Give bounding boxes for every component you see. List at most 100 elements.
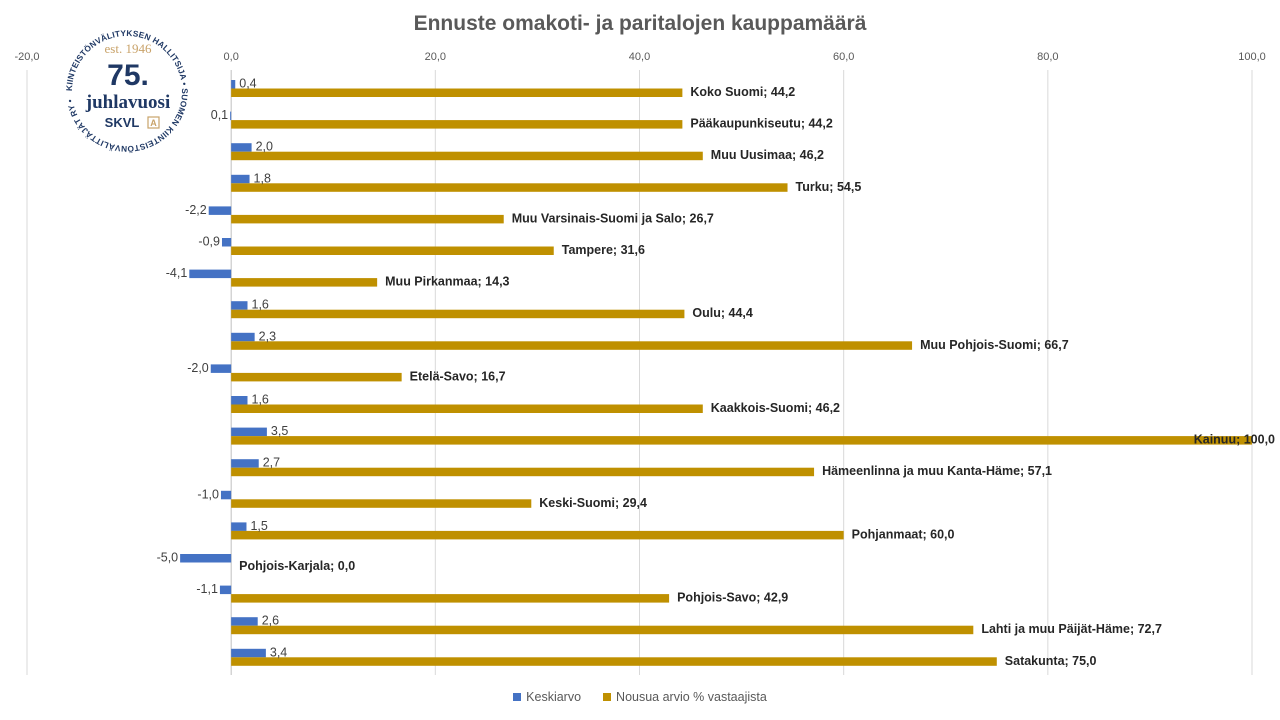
- bar-keskiarvo: [231, 459, 259, 468]
- data-label-keskiarvo: -1,0: [197, 487, 219, 501]
- x-tick-label: 0,0: [224, 51, 239, 63]
- bar-keskiarvo: [231, 80, 236, 89]
- data-label-keskiarvo: -5,0: [157, 551, 179, 565]
- x-axis-ticks: -20,0 0,0 20,0 40,0 60,0 80,0 100,0: [14, 51, 1265, 63]
- legend: Keskiarvo Nousua arvio % vastaajista: [0, 690, 1280, 704]
- data-label-nousua: Satakunta; 75,0: [1005, 654, 1097, 668]
- data-label-keskiarvo: 2,6: [262, 614, 279, 628]
- logo-est-text: est. 1946: [105, 41, 152, 56]
- bar-keskiarvo: [231, 648, 266, 658]
- logo-number: 75.: [107, 59, 149, 92]
- legend-swatch-nousua: [603, 693, 612, 701]
- bar-keskiarvo: [231, 522, 247, 531]
- bar-keskiarvo: [189, 269, 232, 279]
- bar-keskiarvo: [231, 617, 258, 626]
- bar-keskiarvo: [231, 332, 255, 342]
- anniversary-logo: KIINTEISTÖNVÄLITYKSEN HALLITSIJA • SUOME…: [64, 28, 190, 154]
- bar-keskiarvo: [231, 301, 248, 310]
- data-label-nousua: Tampere; 31,6: [562, 243, 645, 257]
- legend-swatch-keskiarvo: [513, 693, 522, 701]
- logo-brand: SKVL: [105, 115, 140, 130]
- bar-keskiarvo: [231, 427, 267, 437]
- bar-keskiarvo: [221, 238, 232, 247]
- data-label-nousua: Turku; 54,5: [796, 180, 862, 194]
- x-tick-label: 40,0: [629, 51, 650, 63]
- data-label-keskiarvo: -0,9: [198, 235, 220, 249]
- data-label-nousua: Pääkaupunkiseutu; 44,2: [690, 117, 832, 131]
- bars: [180, 80, 1252, 666]
- x-tick-label: 20,0: [425, 51, 446, 63]
- legend-item-keskiarvo: Keskiarvo: [513, 690, 581, 704]
- data-label-keskiarvo: -2,0: [187, 361, 209, 375]
- logo-word: juhlavuosi: [85, 92, 170, 113]
- data-label-nousua: Koko Suomi; 44,2: [690, 85, 795, 99]
- data-label-keskiarvo: 3,5: [271, 424, 288, 438]
- chart-title: Ennuste omakoti- ja paritalojen kauppamä…: [413, 12, 867, 35]
- bar-keskiarvo: [231, 143, 252, 152]
- bar-keskiarvo: [230, 111, 232, 121]
- data-label-nousua: Pohjois-Karjala; 0,0: [239, 559, 355, 573]
- data-label-keskiarvo: 1,5: [250, 519, 267, 533]
- bar-keskiarvo: [220, 490, 232, 500]
- data-label-nousua: Kaakkois-Suomi; 46,2: [711, 401, 840, 415]
- data-label-keskiarvo: 0,4: [239, 77, 256, 91]
- data-label-nousua: Pohjanmaat; 60,0: [852, 527, 955, 541]
- data-label-keskiarvo: 1,6: [252, 298, 269, 312]
- x-tick-label: 100,0: [1238, 51, 1266, 63]
- data-label-keskiarvo: -2,2: [185, 203, 207, 217]
- data-label-nousua: Lahti ja muu Päijät-Häme; 72,7: [981, 622, 1162, 636]
- x-tick-label: -20,0: [14, 51, 39, 63]
- data-label-keskiarvo: -4,1: [166, 266, 188, 280]
- data-label-nousua: Muu Varsinais-Suomi ja Salo; 26,7: [512, 211, 714, 225]
- data-label-nousua: Hämeenlinna ja muu Kanta-Häme; 57,1: [822, 464, 1052, 478]
- data-label-nousua: Muu Uusimaa; 46,2: [711, 148, 824, 162]
- data-label-keskiarvo: 0,1: [211, 108, 228, 122]
- bar-nousua: [231, 657, 997, 666]
- data-label-keskiarvo: 3,4: [270, 645, 287, 659]
- bar-keskiarvo: [231, 396, 248, 405]
- data-label-nousua: Muu Pohjois-Suomi; 66,7: [920, 338, 1069, 352]
- legend-label-keskiarvo: Keskiarvo: [526, 690, 582, 704]
- logo-house-icon-letter: A: [150, 118, 157, 128]
- bar-nousua: [231, 214, 504, 224]
- data-label-nousua: Kainuu; 100,0: [1194, 433, 1275, 447]
- bar-nousua: [231, 151, 703, 161]
- x-tick-label: 60,0: [833, 51, 854, 63]
- data-label-nousua: Pohjois-Savo; 42,9: [677, 591, 788, 605]
- bar-nousua: [231, 530, 844, 540]
- bar-nousua: [231, 341, 913, 350]
- legend-item-nousua: Nousua arvio % vastaajista: [603, 690, 767, 704]
- bar-nousua: [231, 278, 378, 287]
- bar-nousua: [231, 372, 402, 382]
- bar-nousua: [231, 625, 974, 635]
- bar-keskiarvo: [219, 585, 232, 595]
- data-label-keskiarvo: -1,1: [196, 582, 218, 596]
- data-labels: 0,4 Koko Suomi; 44,2 0,1 Pääkaupunkiseutu; …: [157, 77, 1275, 668]
- bar-nousua: [231, 183, 788, 192]
- data-label-keskiarvo: 1,6: [252, 393, 269, 407]
- bar-nousua: [231, 436, 1252, 445]
- bar-nousua: [231, 246, 554, 255]
- data-label-keskiarvo: 2,3: [259, 329, 276, 343]
- bar-nousua: [231, 404, 703, 413]
- bar-keskiarvo: [210, 364, 232, 373]
- bar-nousua: [231, 120, 683, 129]
- bar-keskiarvo: [208, 206, 232, 215]
- data-label-nousua: Muu Pirkanmaa; 14,3: [385, 275, 509, 289]
- data-label-nousua: Keski-Suomi; 29,4: [539, 496, 647, 510]
- data-label-nousua: Etelä-Savo; 16,7: [410, 369, 506, 383]
- logo-house-icon: [147, 116, 160, 129]
- bar-nousua: [231, 467, 815, 477]
- data-label-nousua: Oulu; 44,4: [692, 306, 752, 320]
- bar-nousua: [231, 309, 685, 319]
- data-label-keskiarvo: 1,8: [254, 171, 271, 185]
- data-label-keskiarvo: 2,0: [256, 140, 273, 154]
- bar-nousua: [231, 499, 532, 508]
- legend-label-nousua: Nousua arvio % vastaajista: [616, 690, 767, 704]
- bar-nousua: [231, 88, 683, 97]
- x-tick-label: 80,0: [1037, 51, 1058, 63]
- bar-keskiarvo: [180, 554, 232, 563]
- bar-nousua: [231, 594, 670, 603]
- bar-keskiarvo: [231, 174, 250, 184]
